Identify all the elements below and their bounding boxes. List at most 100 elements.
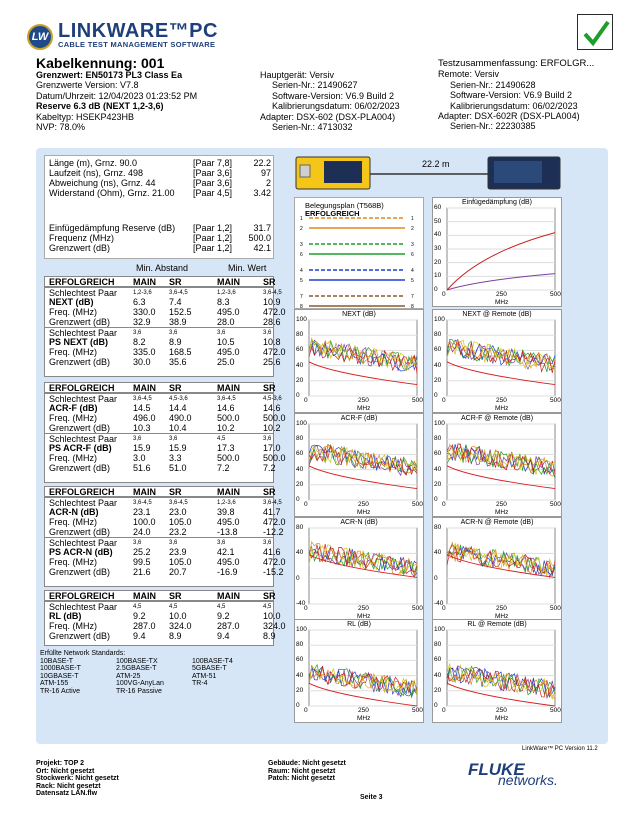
table-cell: 17.0 (263, 443, 281, 453)
table-cell: 4,5-3,6 (263, 396, 282, 402)
table-cell: Freq. (MHz) (49, 517, 97, 527)
x-tick-label: 250 (496, 397, 507, 404)
y-tick-label: 20 (434, 376, 442, 384)
y-tick-label: 40 (296, 549, 304, 557)
standard-item: TR-4 (192, 680, 208, 688)
table-cell: 168.5 (169, 347, 192, 357)
remote-unit: Remote: Versiv (438, 69, 500, 80)
table-header: ERFOLGREICH MAIN SR MAIN SR (45, 487, 276, 497)
table-header: ERFOLGREICH MAIN SR MAIN SR (45, 591, 276, 601)
version-label: LinkWare™ PC Version 11.2 (522, 746, 598, 752)
header-cell: ERFOLGREICH (49, 591, 115, 601)
header-cell: SR (263, 591, 276, 601)
header-cell: ERFOLGREICH (49, 277, 115, 287)
x-tick-label: 250 (358, 397, 369, 404)
main-serial: Serien-Nr.: 21490627 (272, 80, 358, 91)
standard-item: ATM-25 (116, 672, 141, 680)
header-cell: MAIN (133, 591, 156, 601)
table-cell: 495.0 (217, 557, 240, 567)
x-axis-label: MHz (495, 613, 509, 620)
table-cell: -12.2 (263, 527, 284, 537)
table-cell: 8.9 (169, 631, 182, 641)
table-cell: 4,5 (133, 604, 142, 610)
limit-line (308, 554, 418, 578)
datetime: Datum/Uhrzeit: 12/04/2023 01:23:52 PM (36, 90, 198, 101)
limit-line (446, 554, 556, 578)
table-cell: 3,6-4,5 (217, 396, 236, 402)
results-table: ERFOLGREICH MAIN SR MAIN SR Schlechtest Paar 3… (44, 486, 286, 587)
chart-title: NEXT @ Remote (dB) (462, 311, 532, 318)
table-row: Grenzwert (dB) 32.9 38.9 28.0 28.6 (45, 317, 281, 327)
table-cell: 10.0 (169, 611, 187, 621)
chart-insertion: Einfügedämpfung (dB) 60 50 40 30 20 10 0 0 250 500… (432, 197, 562, 307)
header-cell: MAIN (217, 277, 240, 287)
table-cell: 496.0 (133, 413, 156, 423)
pin-label: 8 (300, 304, 303, 308)
table-cell: 3,6-4,5 (263, 290, 282, 296)
y-tick-label: 60 (434, 346, 442, 354)
summary-pair: [Paar 3,6] (193, 178, 233, 188)
y-tick-label: 40 (434, 549, 442, 557)
y-tick-label: 0 (434, 392, 438, 399)
fluke-networks-logo: networks. (498, 772, 558, 788)
table-cell: 28.6 (263, 317, 281, 327)
table-cell: 472.0 (263, 557, 286, 567)
summary-pair: [Paar 1,2] (193, 233, 233, 243)
table-row: Freq. (MHz) 496.0 490.0 500.0 500.0 (45, 413, 286, 423)
table-cell: -16.9 (217, 567, 238, 577)
table-cell: 15.9 (133, 443, 151, 453)
y-tick-label: -40 (296, 600, 306, 607)
summary-value: 97 (260, 168, 271, 178)
summary-label: Grenzwert (dB) (49, 243, 111, 253)
chart-acrf: ACR-F (dB) 100 80 60 40 20 0 0 250 500 MHz (294, 413, 424, 517)
measurement-trace (308, 540, 418, 576)
chart-acrf_r: ACR-F @ Remote (dB) 100 80 60 40 20 0 0 250 500 MH… (432, 413, 562, 517)
table-cell: 14.6 (263, 403, 281, 413)
pin-label: 3 (300, 242, 303, 248)
nvp: NVP: 78.0% (36, 122, 86, 133)
remote-adapter-serial: Serien-Nr.: 22230385 (450, 121, 536, 132)
table-row: Grenzwert (dB) 10.3 10.4 10.2 10.2 (45, 423, 281, 433)
summary-box: Länge (m), Grnz. 90.0 [Paar 7,8] 22.2 Laufz… (44, 155, 274, 259)
summary-pair: [Paar 7,8] (193, 158, 233, 168)
measurement-trace (308, 665, 418, 695)
cable-length: 22.2 m (422, 159, 450, 169)
measurement-trace (308, 664, 418, 696)
table-row: Schlechtest Paar 3,6-4,5 3,6-4,5 1,2-3,6 3,6… (45, 497, 282, 508)
chart-title: NEXT (dB) (342, 311, 376, 318)
header-cell: MAIN (133, 487, 156, 497)
summary-pair: [Paar 3,6] (193, 168, 233, 178)
standard-item: 100BASE-T4 (192, 657, 233, 665)
summary-value: 31.7 (253, 223, 271, 233)
x-tick-label: 0 (442, 397, 446, 404)
measurement-trace (446, 444, 556, 479)
x-tick-label: 250 (358, 605, 369, 612)
x-tick-label: 0 (304, 605, 308, 612)
results-table: ERFOLGREICH MAIN SR MAIN SR Schlechtest Paar 3… (44, 382, 286, 483)
summary-value: 500.0 (248, 233, 271, 243)
table-cell: Grenzwert (dB) (49, 463, 111, 473)
x-tick-label: 500 (412, 397, 423, 404)
table-cell: 4,5 (169, 604, 178, 610)
summary-row: Abweichung (ns), Grnz. 44 [Paar 3,6] 2 (49, 178, 273, 188)
x-tick-label: 250 (496, 291, 507, 298)
pin-label: 1 (411, 216, 414, 222)
measurement-trace (308, 544, 418, 576)
chart-title: Einfügedämpfung (dB) (461, 199, 533, 206)
measurement-trace (446, 339, 556, 373)
table-cell: 3,6 (217, 330, 226, 336)
y-tick-label: 40 (296, 465, 304, 473)
y-tick-label: 10 (434, 272, 442, 280)
summary-row: Laufzeit (ns), Grnz. 498 [Paar 3,6] 97 (49, 168, 273, 178)
table-cell: 8.2 (133, 337, 146, 347)
table-cell: 500.0 (263, 453, 286, 463)
pin-label: 2 (300, 226, 303, 232)
y-tick-label: 20 (296, 376, 304, 384)
summary-pair: [Paar 4,5] (193, 188, 233, 198)
x-tick-label: 500 (550, 605, 561, 612)
summary-row: Einfügedämpfung Reserve (dB) [Paar 1,2] 31… (49, 223, 273, 233)
reserve: Reserve 6.3 dB (NEXT 1,2-3,6) (36, 101, 164, 112)
table-row: Grenzwert (dB) 51.6 51.0 7.2 7.2 (45, 463, 276, 473)
measurement-trace (446, 545, 556, 575)
x-tick-label: 0 (442, 501, 446, 508)
